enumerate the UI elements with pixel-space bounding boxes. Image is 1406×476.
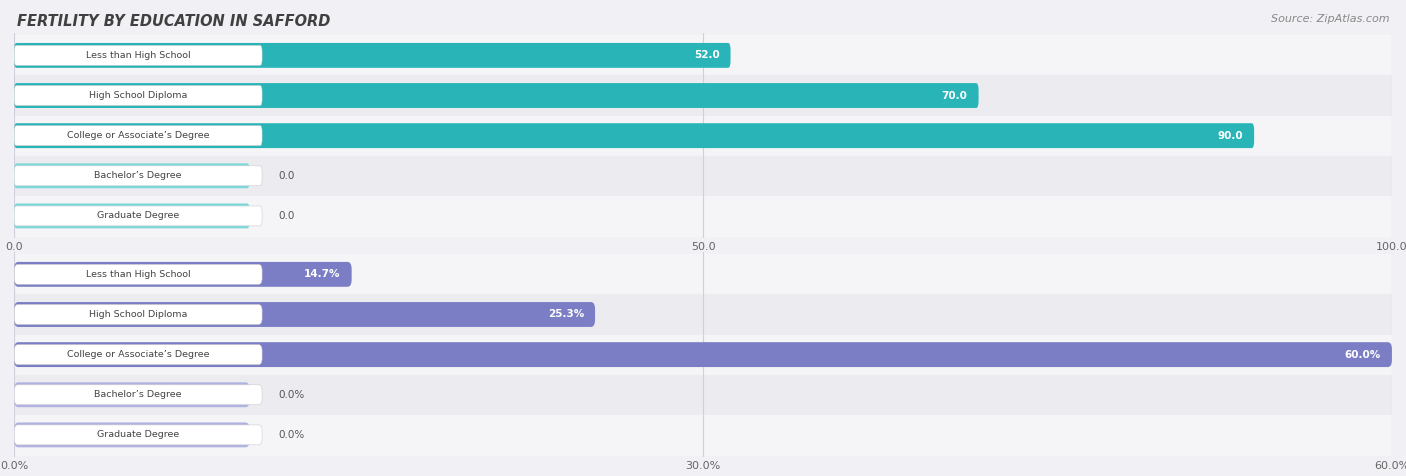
FancyBboxPatch shape bbox=[14, 305, 262, 325]
Text: High School Diploma: High School Diploma bbox=[89, 310, 187, 319]
Text: College or Associate’s Degree: College or Associate’s Degree bbox=[67, 350, 209, 359]
Text: Source: ZipAtlas.com: Source: ZipAtlas.com bbox=[1271, 14, 1389, 24]
Bar bbox=[14, 116, 1392, 156]
FancyBboxPatch shape bbox=[14, 342, 1392, 367]
FancyBboxPatch shape bbox=[14, 422, 250, 447]
Text: 0.0: 0.0 bbox=[278, 211, 295, 221]
Text: Graduate Degree: Graduate Degree bbox=[97, 211, 179, 220]
FancyBboxPatch shape bbox=[14, 203, 250, 228]
FancyBboxPatch shape bbox=[14, 86, 262, 106]
FancyBboxPatch shape bbox=[14, 385, 262, 405]
Text: FERTILITY BY EDUCATION IN SAFFORD: FERTILITY BY EDUCATION IN SAFFORD bbox=[17, 14, 330, 30]
FancyBboxPatch shape bbox=[14, 345, 262, 365]
Text: High School Diploma: High School Diploma bbox=[89, 91, 187, 100]
Bar bbox=[14, 156, 1392, 196]
FancyBboxPatch shape bbox=[14, 206, 262, 226]
Bar bbox=[14, 375, 1392, 415]
FancyBboxPatch shape bbox=[14, 43, 731, 68]
Bar bbox=[14, 76, 1392, 116]
FancyBboxPatch shape bbox=[14, 382, 250, 407]
Text: College or Associate’s Degree: College or Associate’s Degree bbox=[67, 131, 209, 140]
Text: Less than High School: Less than High School bbox=[86, 51, 190, 60]
FancyBboxPatch shape bbox=[14, 126, 262, 146]
Bar bbox=[14, 415, 1392, 455]
Bar bbox=[14, 196, 1392, 236]
FancyBboxPatch shape bbox=[14, 83, 979, 108]
FancyBboxPatch shape bbox=[14, 166, 262, 186]
Bar bbox=[14, 335, 1392, 375]
Text: 0.0%: 0.0% bbox=[278, 430, 305, 440]
FancyBboxPatch shape bbox=[14, 264, 262, 284]
Text: 25.3%: 25.3% bbox=[548, 309, 583, 319]
Text: Bachelor’s Degree: Bachelor’s Degree bbox=[94, 171, 181, 180]
FancyBboxPatch shape bbox=[14, 425, 262, 445]
FancyBboxPatch shape bbox=[14, 45, 262, 65]
Text: 0.0%: 0.0% bbox=[278, 390, 305, 400]
Bar bbox=[14, 254, 1392, 295]
FancyBboxPatch shape bbox=[14, 123, 1254, 148]
Text: 14.7%: 14.7% bbox=[304, 269, 340, 279]
Text: Less than High School: Less than High School bbox=[86, 270, 190, 279]
Text: Graduate Degree: Graduate Degree bbox=[97, 430, 179, 439]
Bar bbox=[14, 295, 1392, 335]
Bar bbox=[14, 35, 1392, 76]
Text: 0.0: 0.0 bbox=[278, 171, 295, 181]
FancyBboxPatch shape bbox=[14, 262, 352, 287]
Text: 60.0%: 60.0% bbox=[1344, 349, 1381, 360]
FancyBboxPatch shape bbox=[14, 163, 250, 188]
Text: 70.0: 70.0 bbox=[942, 90, 967, 100]
Text: 52.0: 52.0 bbox=[693, 50, 720, 60]
FancyBboxPatch shape bbox=[14, 302, 595, 327]
Text: 90.0: 90.0 bbox=[1218, 130, 1243, 141]
Text: Bachelor’s Degree: Bachelor’s Degree bbox=[94, 390, 181, 399]
